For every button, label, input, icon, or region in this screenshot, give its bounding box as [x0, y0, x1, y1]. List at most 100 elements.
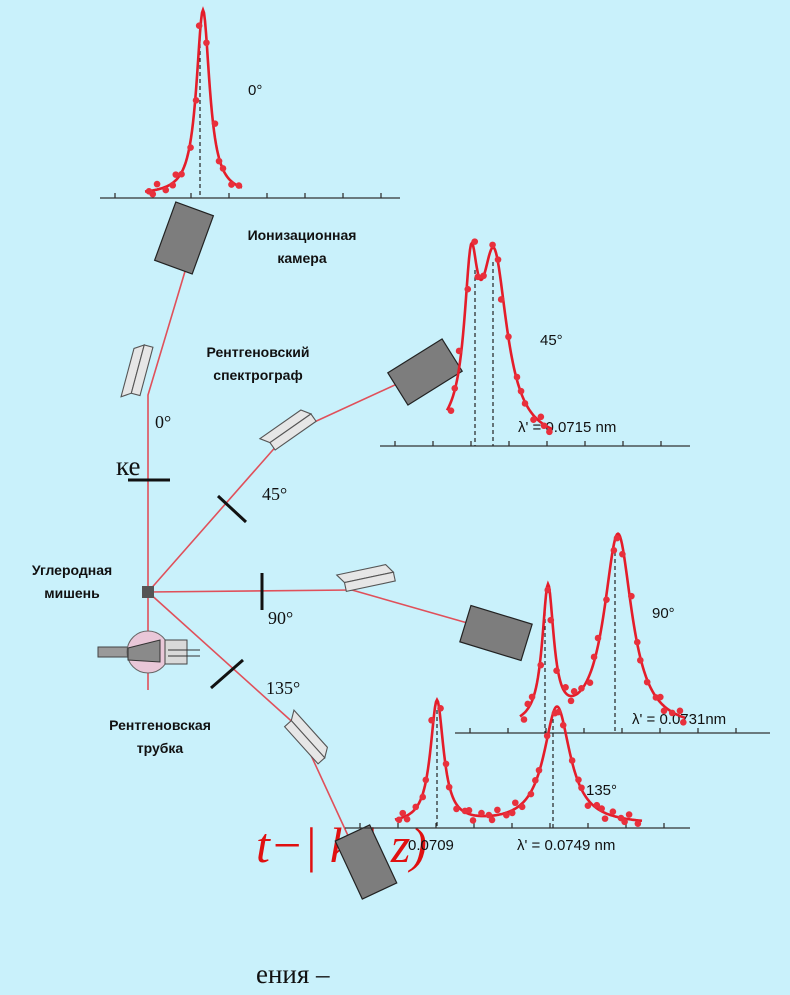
target-label: Углеродная: [32, 562, 112, 578]
spectrum-angle: 90°: [652, 605, 675, 622]
point: [203, 39, 210, 46]
point: [644, 679, 651, 686]
point: [538, 414, 545, 421]
point: [578, 784, 585, 791]
point: [619, 551, 626, 558]
point: [451, 385, 458, 392]
point: [661, 708, 668, 715]
point: [453, 806, 460, 813]
tube-label: трубка: [137, 740, 184, 756]
point: [537, 662, 544, 669]
point: [569, 757, 576, 764]
point: [560, 722, 567, 729]
point: [154, 181, 161, 188]
point: [404, 816, 411, 823]
beam-angle: 0°: [155, 412, 171, 432]
point: [220, 165, 227, 172]
point: [519, 804, 526, 811]
point: [437, 705, 444, 712]
point: [474, 274, 481, 281]
point: [657, 694, 664, 701]
point: [489, 817, 496, 824]
point: [446, 784, 453, 791]
point: [532, 777, 539, 784]
point: [236, 182, 243, 189]
point: [518, 388, 525, 395]
point: [575, 777, 582, 784]
spectrum-angle: 45°: [540, 332, 563, 349]
point: [521, 716, 528, 723]
point: [464, 286, 471, 293]
target: [142, 586, 154, 598]
point: [162, 187, 169, 194]
point: [634, 639, 641, 646]
point: [677, 708, 684, 715]
beam-angle: 45°: [262, 484, 287, 504]
point: [470, 817, 477, 824]
point: [422, 777, 429, 784]
point: [611, 547, 618, 554]
point: [172, 171, 179, 178]
point: [610, 808, 617, 815]
point: [585, 802, 592, 809]
point: [228, 181, 235, 188]
point: [514, 374, 521, 381]
tube-label: Рентгеновская: [109, 717, 211, 733]
point: [603, 596, 610, 603]
point: [466, 807, 473, 814]
point: [602, 815, 609, 822]
target-label: мишень: [44, 585, 100, 601]
point: [495, 256, 502, 263]
point: [187, 144, 194, 151]
point: [541, 422, 548, 429]
point: [178, 171, 185, 178]
point: [680, 719, 687, 726]
point: [480, 272, 487, 279]
point: [412, 804, 419, 811]
spectrograph-label: спектрограф: [213, 367, 302, 383]
point: [448, 407, 455, 414]
point: [529, 694, 536, 701]
point: [530, 416, 537, 423]
point: [509, 810, 516, 817]
point: [669, 710, 676, 717]
point: [471, 238, 478, 245]
point: [528, 791, 535, 798]
point: [598, 805, 605, 812]
spectrum-angle: 135°: [586, 782, 617, 799]
point: [212, 120, 219, 127]
background-text: ке: [116, 451, 140, 481]
point: [428, 717, 435, 724]
point: [555, 709, 562, 716]
point: [614, 535, 621, 542]
point: [524, 701, 531, 708]
point: [489, 242, 496, 249]
spectra: [100, 10, 770, 828]
point: [546, 429, 553, 436]
spectrum-label: λ' = 0.0749 nm: [517, 837, 615, 854]
point: [169, 182, 176, 189]
point: [628, 593, 635, 600]
point: [196, 22, 203, 29]
point: [578, 685, 585, 692]
point: [637, 657, 644, 664]
diagram: ке t−| k | z) ения –: [0, 0, 790, 995]
point: [503, 812, 510, 819]
point: [621, 819, 628, 826]
point: [498, 296, 505, 303]
point: [399, 810, 406, 817]
point: [635, 820, 642, 827]
crystals: [121, 343, 395, 764]
point: [562, 684, 569, 691]
point: [522, 400, 529, 407]
point: [568, 698, 575, 705]
detector-label: Ионизационная: [248, 227, 357, 243]
point: [553, 667, 560, 674]
point: [443, 761, 450, 768]
point: [478, 810, 485, 817]
spectrum-label: 0.0709: [408, 837, 454, 854]
curve: [447, 243, 552, 429]
x-ray-tube: [98, 631, 200, 673]
spectrum-angle: 0°: [248, 82, 262, 99]
point: [149, 191, 156, 198]
